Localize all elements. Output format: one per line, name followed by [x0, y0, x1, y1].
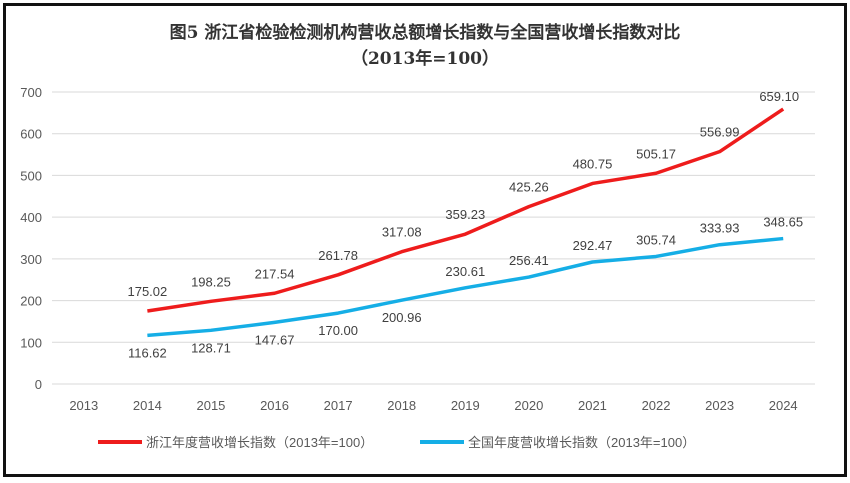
- y-tick-label: 600: [20, 127, 42, 142]
- chart-frame: [3, 3, 847, 477]
- y-tick-label: 500: [20, 168, 42, 183]
- x-tick-label: 2015: [196, 398, 225, 413]
- data-label: 116.62: [128, 345, 167, 360]
- data-label: 305.74: [636, 232, 676, 247]
- data-label: 359.23: [445, 207, 485, 222]
- data-label: 261.78: [318, 248, 358, 263]
- y-tick-label: 700: [20, 85, 42, 100]
- x-tick-label: 2024: [769, 398, 798, 413]
- data-label: 128.71: [191, 340, 231, 355]
- chart-subtitle: （2013年=100）: [350, 49, 500, 69]
- data-label: 556.99: [700, 125, 740, 140]
- x-tick-label: 2017: [324, 398, 353, 413]
- x-tick-label: 2018: [387, 398, 416, 413]
- x-tick-label: 2013: [69, 398, 98, 413]
- x-tick-label: 2021: [578, 398, 607, 413]
- data-label: 217.54: [255, 266, 295, 281]
- data-label: 198.25: [191, 274, 231, 289]
- y-tick-label: 100: [20, 335, 42, 350]
- data-label: 333.93: [700, 221, 740, 236]
- data-label: 230.61: [445, 264, 485, 279]
- data-label: 348.65: [763, 215, 803, 230]
- data-label: 317.08: [382, 225, 422, 240]
- y-tick-label: 0: [35, 377, 42, 392]
- data-label: 200.96: [382, 310, 422, 325]
- x-tick-label: 2014: [133, 398, 162, 413]
- chart-title: 图5 浙江省检验检测机构营收总额增长指数与全国营收增长指数对比: [169, 23, 681, 43]
- legend-label: 全国年度营收增长指数（2013年=100）: [468, 435, 695, 450]
- data-label: 480.75: [573, 156, 613, 171]
- x-tick-label: 2019: [451, 398, 480, 413]
- data-label: 505.17: [636, 146, 676, 161]
- y-tick-label: 300: [20, 252, 42, 267]
- data-label: 170.00: [318, 323, 358, 338]
- x-tick-label: 2023: [705, 398, 734, 413]
- x-tick-label: 2022: [642, 398, 671, 413]
- data-label: 256.41: [509, 253, 549, 268]
- data-label: 147.67: [255, 332, 295, 347]
- data-label: 425.26: [509, 180, 549, 195]
- x-tick-label: 2016: [260, 398, 289, 413]
- legend-label: 浙江年度营收增长指数（2013年=100）: [146, 435, 373, 450]
- y-tick-label: 200: [20, 294, 42, 309]
- y-tick-label: 400: [20, 210, 42, 225]
- data-label: 175.02: [127, 284, 167, 299]
- data-label: 659.10: [759, 89, 799, 104]
- data-label: 292.47: [573, 238, 613, 253]
- x-tick-label: 2020: [514, 398, 543, 413]
- series-line-2: [147, 236, 784, 338]
